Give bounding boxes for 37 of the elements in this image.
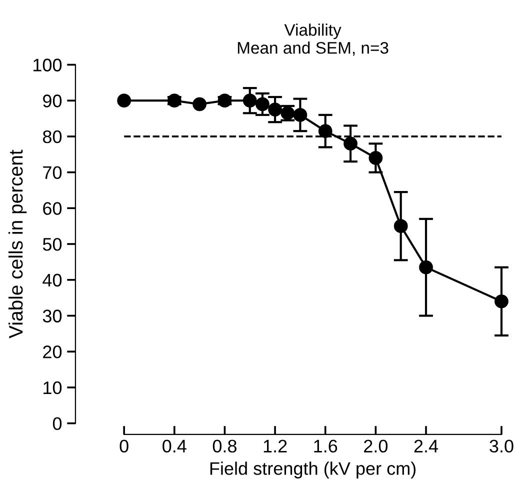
y-tick-label: 10 bbox=[44, 381, 62, 394]
y-tick-label: 20 bbox=[43, 346, 62, 358]
chart-subtitle: Mean and SEM, n=3 bbox=[238, 42, 388, 56]
x-tick-label: 2.0 bbox=[364, 440, 388, 453]
point bbox=[344, 136, 358, 151]
point bbox=[394, 219, 408, 234]
point bbox=[256, 97, 270, 112]
x-tick-label: 1.2 bbox=[264, 440, 287, 452]
y-tick-label: 70 bbox=[43, 166, 62, 180]
x-axis-title: Field strength (kV per cm) bbox=[210, 462, 416, 478]
x-tick-label: 1.6 bbox=[314, 440, 338, 453]
point bbox=[268, 102, 282, 117]
y-tick-label: 40 bbox=[42, 274, 62, 287]
point bbox=[167, 94, 182, 108]
point bbox=[192, 97, 207, 112]
x-tick-label: 3.0 bbox=[490, 440, 514, 453]
x-tick-label: 2.4 bbox=[414, 440, 438, 452]
y-tick-label: 90 bbox=[43, 94, 62, 108]
point bbox=[218, 94, 232, 108]
y-axis-title: Viable cells in percent bbox=[8, 150, 27, 338]
y-tick-label: 80 bbox=[42, 130, 62, 144]
point bbox=[318, 124, 332, 138]
y-tick-label: 100 bbox=[34, 58, 62, 72]
x-tick-label: 0 bbox=[120, 440, 128, 453]
y-tick-label: 30 bbox=[42, 310, 62, 322]
y-tick-label: 50 bbox=[42, 238, 62, 251]
x-tick-label: 0.8 bbox=[212, 440, 236, 453]
x-tick-label: 0.4 bbox=[162, 440, 186, 453]
point bbox=[494, 294, 508, 308]
point bbox=[117, 94, 132, 108]
point bbox=[368, 151, 383, 165]
chart-title: Viability bbox=[284, 24, 342, 40]
y-tick-label: 0 bbox=[52, 417, 62, 430]
point bbox=[419, 260, 433, 274]
y-tick-label: 60 bbox=[43, 202, 62, 215]
point bbox=[293, 108, 308, 122]
point bbox=[242, 94, 257, 108]
